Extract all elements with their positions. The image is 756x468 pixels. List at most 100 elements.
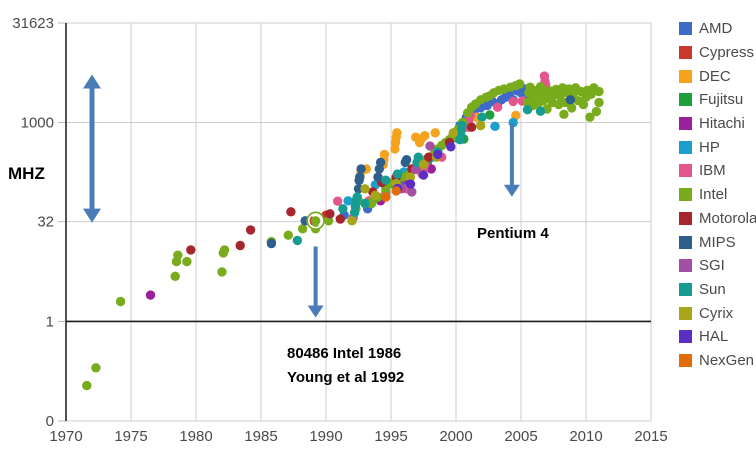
series-mips [266,95,576,249]
annotation-80486: 80486 Intel 1986 Young et al 1992 [287,342,404,390]
legend-label-dec: DEC [699,67,731,85]
data-point [405,179,416,189]
data-point [446,142,456,152]
data-point [145,290,156,300]
legend-item-amd: AMD [679,17,756,41]
data-point [323,216,334,226]
annotation-80486-line2: Young et al 1992 [287,369,405,386]
data-point [360,184,370,194]
legend-label-amd: AMD [699,20,733,38]
legend-swatch-nexgen [679,353,692,367]
legend-label-cyrix: Cyrix [699,304,734,322]
y-tick-label: 32 [37,214,54,231]
legend-item-sgi: SGI [679,254,756,278]
data-point [418,170,429,180]
legend-label-motorola: Motorola [699,209,756,227]
x-tick-label: 1985 [244,428,277,445]
data-point [356,164,366,174]
highlight-ring [306,211,325,231]
data-point [381,192,391,202]
data-point [115,296,126,307]
legend-swatch-sgi [679,259,692,273]
data-point [335,214,345,224]
y-tick-label: 0 [46,413,54,430]
data-point [375,157,386,168]
data-point [511,110,521,121]
data-point [392,128,402,138]
legend-swatch-amd [679,22,692,36]
legend-item-mips: MIPS [679,230,756,254]
data-point [266,238,277,249]
data-point [245,225,256,235]
data-point [407,187,417,197]
y-tick-label: 1000 [21,114,54,131]
legend-item-ibm: IBM [679,159,756,183]
x-tick-label: 2000 [439,428,472,445]
data-point [373,172,383,182]
legend-swatch-mips [679,235,692,249]
data-point [420,131,430,141]
legend-swatch-fujitsu [679,93,692,107]
legend-item-motorola: Motorola [679,207,756,231]
data-point [591,106,602,117]
legend-label-hp: HP [699,138,720,156]
legend-label-hitachi: Hitachi [699,115,745,133]
mhz-range-arrow-head-down [83,208,101,223]
legend-swatch-cyrix [679,306,692,320]
data-point [492,102,503,112]
data-point [448,128,459,138]
arrow-80486-down-head [307,305,324,318]
data-point [424,152,434,162]
x-tick-label: 2005 [504,428,537,445]
legend: AMD Cypress DEC Fujitsu Hitachi HP IBM Intel Mot… [679,17,756,372]
legend-swatch-ibm [679,164,692,178]
data-point [466,122,477,132]
legend-item-cyrix: Cyrix [679,301,756,325]
mhz-range-arrow-head-up [83,74,101,89]
legend-label-ibm: IBM [699,162,726,180]
data-point [182,256,192,267]
data-point [286,207,296,217]
x-tick-label: 1980 [179,428,212,445]
legend-swatch-cypress [679,46,692,60]
data-point [338,204,348,214]
legend-swatch-dec [679,69,692,83]
data-point [515,79,525,89]
data-point [490,121,500,131]
data-point [392,169,403,179]
legend-label-sun: Sun [699,280,726,298]
arrow-pentium4-down-head [503,184,520,197]
data-point [186,245,196,255]
annotation-pentium4: Pentium 4 [477,225,549,242]
legend-swatch-motorola [679,211,692,225]
data-point [411,164,421,175]
data-point [405,172,416,182]
highlight-ring-gap [307,212,324,230]
data-point [283,230,293,240]
data-point [379,149,390,160]
data-point [170,271,180,281]
series-nexgen [381,186,401,202]
data-point [425,141,435,151]
series-sun [292,105,546,246]
data-point [578,99,589,110]
legend-swatch-hp [679,140,692,154]
data-point [292,235,303,246]
legend-label-hal: HAL [699,328,729,346]
x-tick-label: 1990 [309,428,342,445]
data-point [430,128,440,138]
data-point [485,110,495,120]
data-point [391,186,401,196]
legend-item-intel: Intel [679,183,756,207]
data-point [310,216,321,226]
data-point [401,155,412,165]
data-point [594,86,604,97]
data-point [522,105,533,115]
data-point [219,245,230,255]
y-tick-label: 1 [46,313,54,330]
data-point [360,198,370,209]
legend-swatch-intel [679,188,692,202]
legend-label-fujitsu: Fujitsu [699,91,744,109]
x-tick-label: 1995 [374,428,407,445]
legend-item-hitachi: Hitachi [679,112,756,136]
